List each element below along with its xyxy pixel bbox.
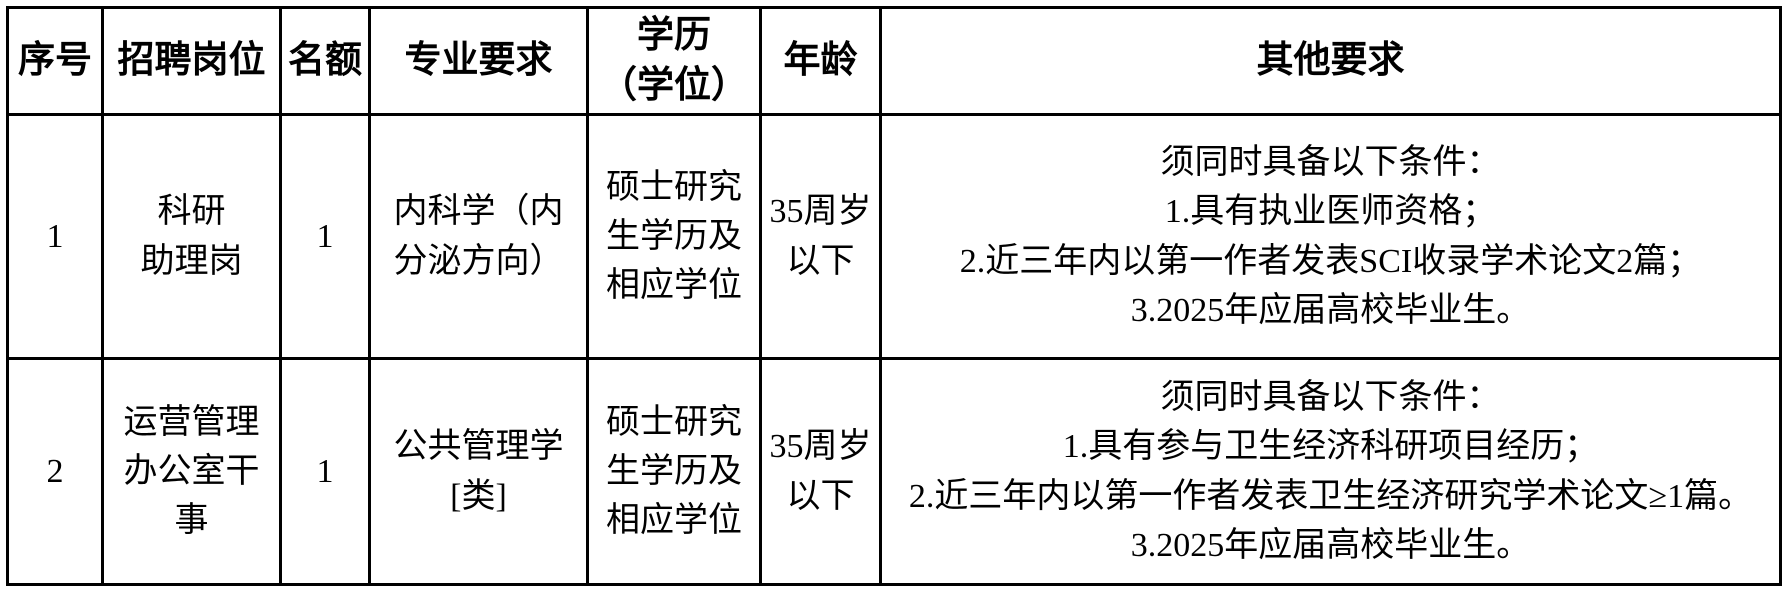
cell-degree: 硕士研究 生学历及 相应学位 [586, 357, 762, 586]
cell-quota: 1 [279, 357, 371, 586]
column-header-major: 专业要求 [368, 6, 589, 116]
cell-major: 公共管理学 [类] [368, 357, 589, 586]
cell-quota: 1 [279, 113, 371, 360]
cell-degree: 硕士研究 生学历及 相应学位 [586, 113, 762, 360]
column-header-age: 年龄 [759, 6, 882, 116]
cell-serial-number: 1 [6, 113, 104, 360]
cell-other-requirements: 须同时具备以下条件： 1.具有执业医师资格； 2.近三年内以第一作者发表SCI收… [879, 113, 1782, 360]
recruitment-table: 序号 招聘岗位 名额 专业要求 学历 （学位） 年龄 其他要求 1 科研 助理岗… [6, 6, 1782, 586]
cell-age: 35周岁 以下 [759, 357, 882, 586]
cell-position: 运营管理 办公室干 事 [101, 357, 282, 586]
column-header-position: 招聘岗位 [101, 6, 282, 116]
table-header-row: 序号 招聘岗位 名额 专业要求 学历 （学位） 年龄 其他要求 [6, 6, 1782, 116]
cell-position: 科研 助理岗 [101, 113, 282, 360]
table-row: 1 科研 助理岗 1 内科学（内 分泌方向） 硕士研究 生学历及 相应学位 35… [6, 113, 1782, 360]
column-header-serial: 序号 [6, 6, 104, 116]
cell-major: 内科学（内 分泌方向） [368, 113, 589, 360]
cell-age: 35周岁 以下 [759, 113, 882, 360]
column-header-quota: 名额 [279, 6, 371, 116]
column-header-other: 其他要求 [879, 6, 1782, 116]
table-row: 2 运营管理 办公室干 事 1 公共管理学 [类] 硕士研究 生学历及 相应学位… [6, 357, 1782, 586]
cell-serial-number: 2 [6, 357, 104, 586]
cell-other-requirements: 须同时具备以下条件： 1.具有参与卫生经济科研项目经历； 2.近三年内以第一作者… [879, 357, 1782, 586]
column-header-degree: 学历 （学位） [586, 6, 762, 116]
